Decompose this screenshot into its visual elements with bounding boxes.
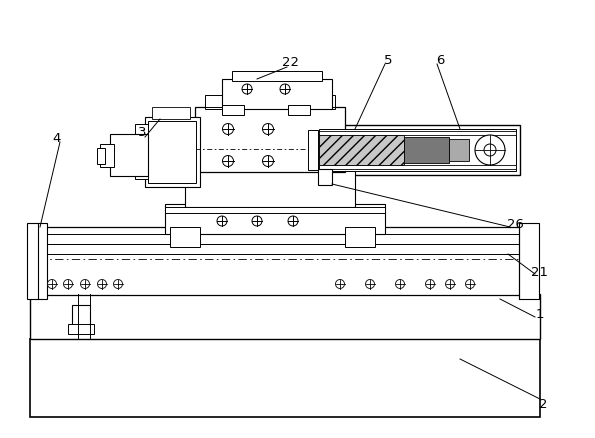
Bar [97,148,105,165]
Text: 5: 5 [384,53,392,66]
Circle shape [64,280,73,289]
Bar [319,166,516,170]
Bar [319,132,516,136]
Bar [185,168,355,208]
Circle shape [425,280,434,289]
Bar [170,227,200,247]
Circle shape [280,85,290,95]
Bar [195,108,345,173]
Circle shape [223,124,233,135]
Bar [68,324,94,334]
Bar [38,234,528,244]
Bar [222,106,244,116]
Bar [72,305,90,333]
Circle shape [365,280,374,289]
Bar [30,339,540,417]
Circle shape [98,280,107,289]
Circle shape [484,145,496,157]
Circle shape [262,156,274,167]
Circle shape [475,136,505,166]
Circle shape [80,280,89,289]
Bar [148,122,196,184]
Bar [205,96,335,110]
Text: 4: 4 [53,131,61,144]
Circle shape [446,280,455,289]
Bar [30,294,540,339]
Bar [38,227,528,295]
Bar [345,227,375,247]
Circle shape [252,216,262,226]
Text: 26: 26 [506,218,524,231]
Circle shape [114,280,123,289]
Bar [135,125,150,180]
Circle shape [465,280,474,289]
Bar [222,80,332,110]
Text: 3: 3 [138,126,146,139]
Text: 1: 1 [536,308,544,321]
Circle shape [223,156,233,167]
Bar [319,136,404,166]
Bar [145,118,200,187]
Bar [27,223,47,299]
Text: 22: 22 [281,57,299,69]
Bar [110,135,148,177]
Text: 21: 21 [531,265,549,278]
Circle shape [217,216,227,226]
Text: 6: 6 [436,53,444,66]
Bar [315,126,520,176]
Bar [232,72,322,82]
Bar [152,108,190,120]
Bar [38,244,528,254]
Bar [308,131,318,171]
Bar [404,138,449,164]
Circle shape [288,216,298,226]
Bar [100,145,114,168]
Bar [519,223,539,299]
Circle shape [336,280,345,289]
Bar [165,205,385,234]
Text: 2: 2 [538,398,547,410]
Bar [288,106,310,116]
Circle shape [242,85,252,95]
Circle shape [48,280,57,289]
Bar [165,208,385,213]
Circle shape [262,124,274,135]
Bar [449,140,469,162]
Bar [319,130,516,172]
Circle shape [396,280,405,289]
Bar [318,170,332,186]
